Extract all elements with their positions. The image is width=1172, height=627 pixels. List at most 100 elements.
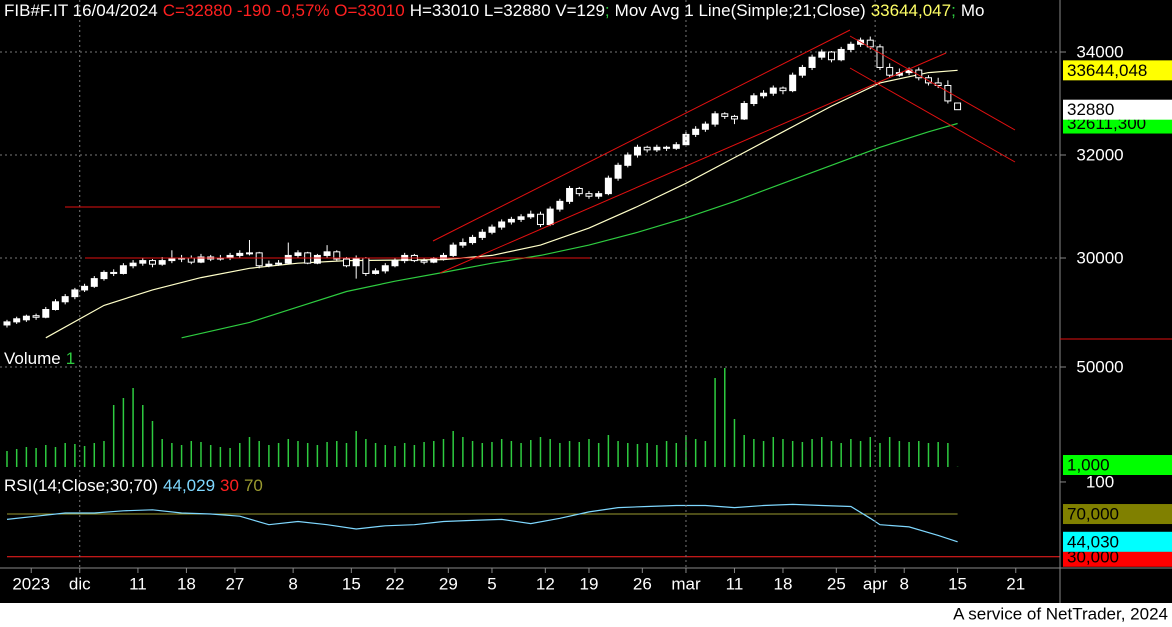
x-tick-label: 22 (386, 574, 405, 593)
value-tag: 44,030 (1063, 531, 1172, 552)
x-tick-label: 8 (899, 574, 908, 593)
footer-bar (0, 603, 1172, 627)
tag-box (1063, 531, 1172, 552)
tag-label: 33644,048 (1067, 61, 1147, 80)
candle-body (575, 187, 583, 195)
candle-body (13, 318, 21, 323)
x-tick-label: 5 (487, 574, 496, 593)
volume-title: Volume 1 (4, 349, 75, 368)
candle-body (750, 95, 758, 105)
tag-label: 30,000 (1067, 547, 1119, 566)
candle-body (769, 87, 777, 94)
y-tick-label: 50000 (1076, 357, 1123, 376)
candle-body (827, 51, 835, 61)
candle-body (294, 252, 302, 256)
candle-body (71, 289, 79, 298)
candle-body (595, 193, 603, 197)
candle-body (3, 321, 11, 326)
candle-body (110, 271, 118, 274)
candle-body (439, 254, 447, 260)
candle-body (469, 236, 477, 244)
ma-name: Mov Avg 1 Line(Simple;21;Close) (615, 1, 866, 20)
candle-body (158, 260, 166, 265)
header-title: FIB#F.IT 16/04/2024 (4, 1, 158, 20)
x-tick-label: 15 (948, 574, 967, 593)
candle-body (449, 244, 457, 256)
candle-body (420, 260, 428, 263)
candle-body (585, 193, 593, 197)
header-range: H=33010 L=32880 V=129 (410, 1, 605, 20)
candle-body (886, 66, 894, 76)
tag-label: 1,000 (1067, 455, 1110, 474)
tag-label: 32880 (1067, 100, 1114, 119)
candle-body (779, 87, 787, 92)
candle-body (798, 66, 806, 76)
tag-box (1063, 60, 1172, 81)
ma-value: 33644,047 (871, 1, 951, 20)
x-tick-label: 11 (726, 574, 744, 593)
rsi-title: RSI(14;Close;30;70) 44,029 30 70 (4, 476, 263, 495)
candle-body (391, 260, 399, 267)
candle-body (536, 213, 544, 226)
candle-body (566, 187, 574, 202)
candle-body (148, 260, 156, 265)
candle-body (275, 262, 283, 265)
candle-body (352, 257, 360, 267)
candle-body (672, 144, 680, 149)
x-tick-label: 25 (827, 574, 846, 593)
line (6, 503, 958, 543)
y-tick-label: 32000 (1076, 145, 1123, 164)
rsi-name: RSI(14;Close;30;70) (4, 476, 158, 495)
candle-body (342, 258, 350, 267)
rsi-level: 30 (220, 476, 239, 495)
candle-body (847, 43, 855, 50)
candle-body (168, 258, 176, 262)
candle-body (604, 177, 612, 195)
candle-body (265, 263, 273, 267)
x-tick-label: 8 (288, 574, 297, 593)
x-tick-label: 15 (342, 574, 361, 593)
candle-body (507, 218, 515, 223)
header-quote: C=32880 -190 -0,57% O=33010 (163, 1, 405, 20)
y-tick-label: 100 (1086, 472, 1114, 491)
candle-body (381, 265, 389, 272)
candle-body (954, 102, 962, 111)
header: FIB#F.IT 16/04/2024 C=32880 -190 -0,57% O… (4, 1, 984, 20)
candle-body (546, 208, 554, 226)
volume-subtitle: 1 (66, 349, 75, 368)
candle-body (711, 113, 719, 125)
candle-body (236, 252, 244, 256)
candle-body (42, 309, 50, 318)
candle-body (643, 146, 651, 151)
candle-body (459, 242, 467, 246)
candle-body (682, 133, 690, 146)
candle-body (556, 200, 564, 210)
candle-body (32, 315, 40, 318)
value-tag: 33644,048 (1063, 60, 1172, 81)
candle-body (837, 48, 845, 61)
candle-body (701, 123, 709, 130)
candle-body (730, 115, 738, 120)
candle-body (653, 146, 661, 151)
x-tick-label: 18 (774, 574, 793, 593)
x-tick-label: 26 (633, 574, 652, 593)
candle-body (90, 278, 98, 287)
y-tick-label: 30000 (1076, 248, 1123, 267)
trend-line (849, 67, 1016, 163)
trend-line (439, 52, 947, 274)
candle-body (323, 251, 331, 256)
value-tag: 70,000 (1063, 504, 1172, 525)
candle-body (430, 258, 438, 263)
trend-line (849, 35, 1016, 131)
candle-body (313, 254, 321, 264)
candle-body (61, 296, 69, 303)
x-tick-label: 12 (536, 574, 555, 593)
candle-body (51, 301, 59, 311)
candle-body (895, 72, 903, 76)
value-tag: 32880 (1063, 99, 1172, 120)
candle-body (624, 154, 632, 166)
x-tick-label: mar (671, 574, 701, 593)
